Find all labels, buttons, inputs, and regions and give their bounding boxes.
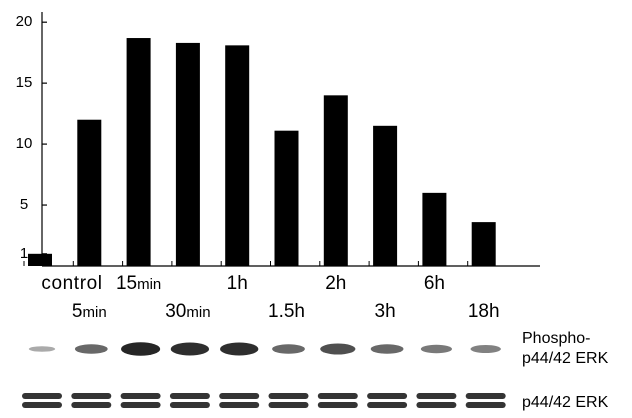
total-erk-blot-row bbox=[22, 393, 506, 408]
x-tick-label-sub-2: min bbox=[137, 276, 161, 293]
bar-6 bbox=[323, 95, 348, 266]
x-tick-label-3: 30min bbox=[165, 301, 210, 322]
total-band-upper-5 bbox=[268, 393, 309, 399]
phospho-band-9 bbox=[470, 345, 501, 353]
total-band-lower-6 bbox=[317, 402, 358, 408]
y-tick-label-1: 5 bbox=[20, 196, 28, 213]
bar-9 bbox=[471, 222, 496, 266]
total-band-upper-2 bbox=[120, 393, 161, 399]
x-tick-label-main-3: 30 bbox=[165, 301, 186, 322]
total-band-lower-2 bbox=[120, 402, 161, 408]
x-tick-label-main-2: 15 bbox=[116, 273, 137, 294]
x-tick-label-2: 15min bbox=[116, 273, 161, 294]
y-tick-label-2: 10 bbox=[16, 135, 33, 152]
total-band-upper-7 bbox=[367, 393, 408, 399]
total-band-lower-9 bbox=[465, 402, 506, 408]
bar-3 bbox=[175, 42, 200, 266]
phospho-band-8 bbox=[420, 344, 452, 354]
total-band-lower-0 bbox=[22, 402, 62, 408]
x-tick-label-main-5: 1.5h bbox=[268, 301, 305, 322]
total-band-upper-6 bbox=[317, 393, 358, 399]
bar-7 bbox=[373, 125, 398, 266]
x-tick-label-7: 3h bbox=[375, 301, 396, 322]
phospho-erk-label-line1: Phospho- bbox=[522, 330, 591, 347]
phospho-band-7 bbox=[370, 344, 404, 354]
x-tick-label-main-4: 1h bbox=[227, 273, 248, 294]
x-tick-label-0: control bbox=[41, 273, 102, 294]
x-tick-label-main-8: 6h bbox=[424, 273, 445, 294]
phospho-erk-label: Phospho- p44/42 ERK bbox=[522, 329, 608, 369]
x-tick-label-8: 6h bbox=[424, 273, 445, 294]
total-band-lower-7 bbox=[367, 402, 408, 408]
total-band-upper-8 bbox=[416, 393, 457, 399]
total-band-upper-9 bbox=[465, 393, 506, 399]
x-tick-label-sub-1: min bbox=[83, 304, 107, 321]
x-tick-label-5: 1.5h bbox=[268, 301, 305, 322]
x-tick-label-6: 2h bbox=[325, 273, 346, 294]
x-tick-label-main-9: 18h bbox=[468, 301, 500, 322]
bar-8 bbox=[422, 192, 447, 266]
phospho-band-2 bbox=[121, 342, 161, 356]
total-band-lower-3 bbox=[169, 402, 210, 408]
total-band-upper-0 bbox=[22, 393, 62, 399]
x-tick-label-1: 5min bbox=[72, 301, 107, 322]
total-band-upper-1 bbox=[71, 393, 112, 399]
bar-series bbox=[28, 38, 496, 267]
phospho-band-4 bbox=[220, 342, 259, 356]
bar-2 bbox=[126, 38, 151, 267]
x-tick-label-sub-3: min bbox=[186, 304, 210, 321]
x-tick-label-4: 1h bbox=[227, 273, 248, 294]
total-erk-label: p44/42 ERK bbox=[522, 394, 609, 411]
phospho-band-3 bbox=[170, 342, 210, 356]
x-tick-label-main-6: 2h bbox=[325, 273, 346, 294]
phospho-band-6 bbox=[320, 343, 356, 355]
phospho-band-0 bbox=[28, 346, 56, 352]
x-tick-label-main-7: 3h bbox=[375, 301, 396, 322]
total-band-lower-5 bbox=[268, 402, 309, 408]
y-tick-label-3: 15 bbox=[16, 74, 33, 91]
x-tick-label-main-0: control bbox=[41, 273, 102, 294]
total-band-lower-8 bbox=[416, 402, 457, 408]
bar-4 bbox=[225, 45, 250, 266]
total-band-lower-1 bbox=[71, 402, 112, 408]
y-tick-label-4: 20 bbox=[16, 13, 33, 30]
bar-0 bbox=[28, 253, 52, 266]
phospho-band-5 bbox=[272, 344, 305, 354]
x-tick-label-9: 18h bbox=[468, 301, 500, 322]
total-band-lower-4 bbox=[219, 402, 260, 408]
y-tick-label-0: 1 bbox=[20, 245, 28, 262]
bar-1 bbox=[77, 119, 102, 266]
bar-5 bbox=[274, 130, 299, 266]
phospho-band-1 bbox=[74, 344, 108, 354]
phospho-erk-blot-row bbox=[28, 342, 501, 356]
total-band-upper-4 bbox=[219, 393, 260, 399]
phospho-erk-label-line2: p44/42 ERK bbox=[522, 350, 609, 367]
total-band-upper-3 bbox=[169, 393, 210, 399]
x-tick-label-main-1: 5 bbox=[72, 301, 83, 322]
